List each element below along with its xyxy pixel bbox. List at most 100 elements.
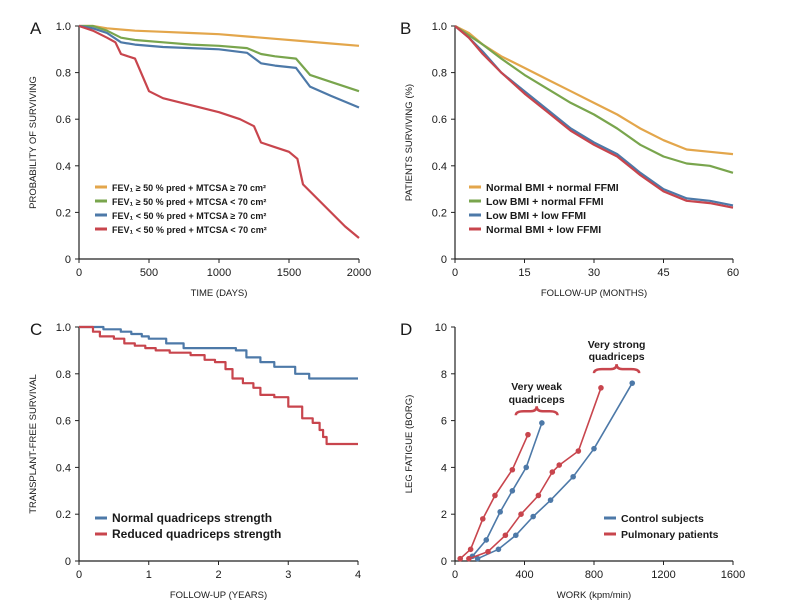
legend-label: FEV₁ ≥ 50 % pred + MTCSA ≥ 70 cm² [112,183,266,193]
data-point [530,513,536,520]
data-point [467,546,474,553]
series-line [468,387,602,560]
data-point [525,431,531,438]
data-point [575,448,582,454]
panel-c: C 0 0.2 0.4 0.6 0.8 1.0 0 1 2 3 4 FOLLOW-UP (YEARS) T… [28,320,361,601]
y-axis-label: PROBABILITY OF SURVIVING [28,76,39,209]
x-tick-label: 1500 [277,267,301,279]
x-tick-label: 2 [215,569,221,581]
y-tick-label: 1.0 [56,21,71,33]
legend-label: FEV₁ < 50 % pred + MTCSA < 70 cm² [112,225,267,235]
x-axis-label: TIME (DAYS) [191,288,248,299]
y-tick-label: 0.6 [56,416,71,428]
x-tick-label: 60 [727,267,739,279]
series-line [79,24,360,93]
y-tick-label: 2 [441,509,447,521]
data-point [457,555,464,562]
legend-label: FEV₁ < 50 % pred + MTCSA ≥ 70 cm² [112,211,266,221]
series-line [79,325,358,380]
legend-label: Reduced quadriceps strength [112,527,281,541]
legend-label: Low BMI + normal FFMI [486,196,604,208]
annotation-label: Very strong [588,339,646,351]
series-line [471,422,543,557]
y-tick-label: 0.2 [56,509,71,521]
y-tick-label: 0 [65,254,71,266]
data-point [483,537,490,543]
series-line [454,25,734,174]
y-tick-label: 4 [441,462,447,474]
legend-label: Normal BMI + low FFMI [486,224,601,236]
legend-label: Low BMI + low FFMI [486,210,586,222]
x-tick-label: 15 [518,267,530,279]
y-tick-label: 1.0 [432,21,447,33]
y-tick-label: 8 [441,369,447,381]
x-tick-label: 4 [355,569,361,581]
x-tick-label: 30 [588,267,600,279]
data-point [513,532,519,539]
y-tick-label: 0.8 [56,68,71,80]
data-point [502,532,509,539]
data-point [480,516,486,522]
annotation-bracket [592,364,641,374]
y-tick-label: 0.2 [56,207,71,219]
y-axis-label: TRANSPLANT-FREE SURVIVAL [28,374,39,514]
y-tick-label: 0.4 [432,161,447,173]
series-line [78,24,360,109]
series-line [454,25,734,209]
data-point [474,555,481,562]
panel-d: D 0 2 4 6 8 10 0 400 800 1200 1600 WORK (kpm/min) LEG… [400,320,745,601]
y-axis-label: LEG FATIGUE (BORG) [404,395,415,494]
annotation-label: quadriceps [509,394,565,406]
x-axis-label: WORK (kpm/min) [557,590,631,601]
y-tick-label: 0.8 [432,68,447,80]
x-tick-label: 1000 [207,267,231,279]
panel-a: A 0 0.2 0.4 0.6 0.8 1.0 0 500 1000 1500 2000 TIME (D… [28,19,371,299]
y-tick-label: 0.2 [432,207,447,219]
x-tick-label: 1200 [651,569,675,581]
x-tick-label: 1 [146,569,152,581]
x-tick-label: 0 [452,267,458,279]
x-axis-label: FOLLOW-UP (YEARS) [170,590,267,601]
data-point [629,380,636,386]
data-point [539,420,545,426]
y-tick-label: 6 [441,416,447,428]
data-point [535,492,542,499]
data-point [547,497,554,503]
x-tick-label: 2000 [347,267,371,279]
data-point [509,466,516,473]
x-tick-label: 45 [657,267,669,279]
x-axis-label: FOLLOW-UP (MONTHS) [541,288,647,299]
y-tick-label: 0.8 [56,369,71,381]
legend-label: FEV₁ ≥ 50 % pred + MTCSA < 70 cm² [112,197,266,207]
series-line [79,24,360,47]
series-line [78,24,360,239]
y-tick-label: 0 [441,254,447,266]
y-tick-label: 0.6 [56,114,71,126]
x-tick-label: 800 [585,569,603,581]
panel-letter: C [30,320,42,339]
data-point [570,473,576,480]
data-point [518,511,524,517]
x-tick-label: 0 [76,569,82,581]
data-point [598,385,604,391]
x-tick-label: 3 [285,569,291,581]
legend-label: Control subjects [621,513,704,525]
panel-letter: B [400,19,411,38]
annotation-bracket [514,406,559,416]
legend-label: Normal quadriceps strength [112,511,272,525]
data-point [591,445,597,452]
series-line [454,25,734,207]
y-tick-label: 0.4 [56,462,71,474]
data-point [492,492,498,499]
series-line [79,325,358,446]
y-axis-label: PATIENTS SURVIVING (%) [404,84,415,201]
data-point [495,546,502,553]
data-point [556,462,563,468]
data-point [485,548,491,555]
y-tick-label: 10 [435,322,447,334]
y-tick-label: 0 [65,556,71,568]
panel-letter: D [400,320,412,339]
y-tick-label: 0.6 [432,114,447,126]
series-line [477,382,633,560]
